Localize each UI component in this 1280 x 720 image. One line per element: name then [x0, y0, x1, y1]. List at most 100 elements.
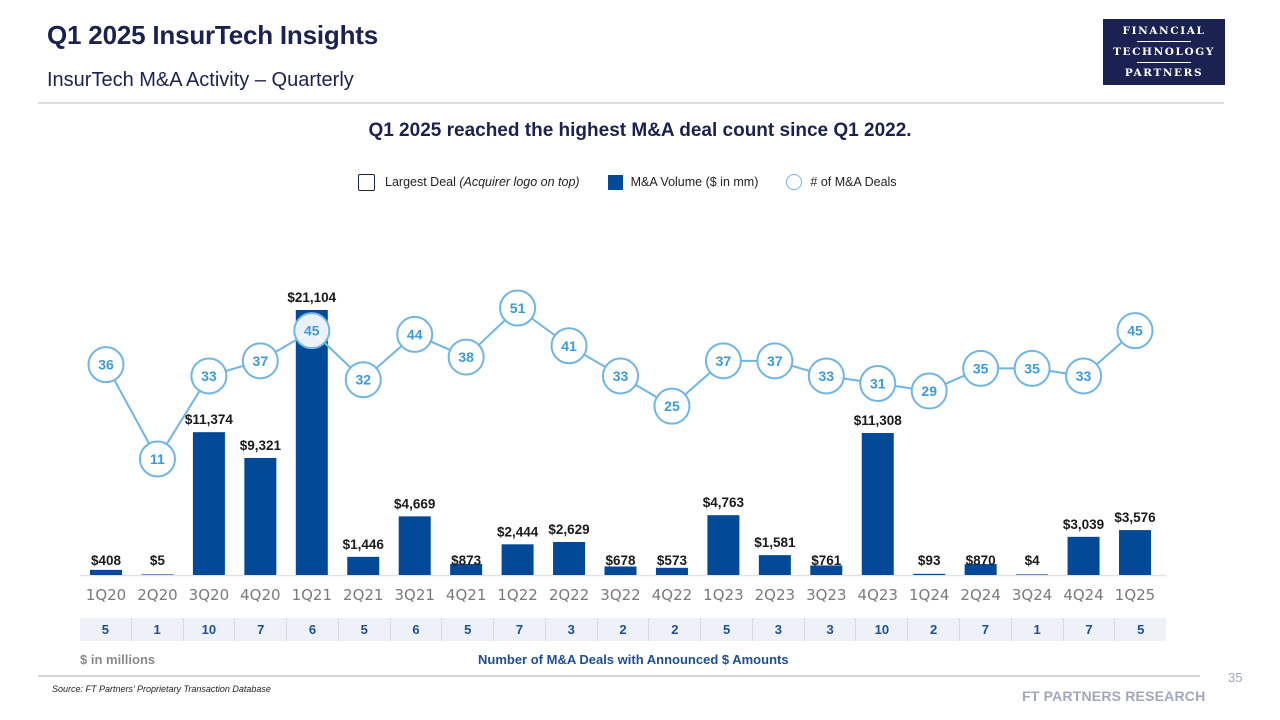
volume-data-label: $873 — [451, 553, 482, 568]
volume-bar — [398, 516, 431, 575]
volume-bar — [347, 556, 380, 575]
volume-data-label: $4,669 — [394, 496, 435, 511]
deal-count-label: 45 — [1127, 323, 1143, 339]
volume-data-label: $761 — [811, 553, 842, 568]
volume-data-label: $2,444 — [497, 524, 539, 539]
volume-data-label: $1,446 — [343, 537, 385, 552]
volume-data-label: $408 — [91, 553, 122, 568]
x-tick-label: 2Q22 — [549, 586, 589, 604]
deal-count-label: 51 — [510, 300, 526, 316]
volume-bar — [295, 310, 328, 575]
page-subtitle: InsurTech M&A Activity – Quarterly — [47, 69, 354, 91]
volume-data-label: $4,763 — [703, 495, 745, 510]
volume-bar — [758, 555, 791, 575]
legend-label: Largest Deal — [385, 175, 456, 189]
deal-count-label: 35 — [973, 360, 989, 376]
announced-deals-cell: 5 — [339, 618, 391, 641]
x-tick-label: 3Q23 — [806, 586, 846, 604]
x-tick-label: 4Q20 — [240, 586, 280, 604]
announced-deals-cell: 5 — [442, 618, 495, 641]
deal-count-label: 25 — [664, 398, 680, 414]
volume-bar — [1016, 574, 1049, 575]
x-tick-label: 2Q24 — [960, 586, 1000, 604]
unit-note: $ in millions — [80, 652, 156, 667]
deal-count-marker — [190, 357, 228, 395]
deal-count-marker — [859, 365, 897, 402]
x-tick-label: 1Q23 — [703, 586, 743, 604]
volume-data-label: $678 — [605, 553, 636, 568]
x-tick-label: 1Q22 — [497, 586, 537, 604]
x-tick-label: 3Q24 — [1012, 586, 1052, 604]
deal-count-label: 35 — [1024, 360, 1040, 376]
deal-count-marker — [293, 312, 331, 350]
deal-count-marker — [550, 327, 588, 365]
announced-deals-cell: 5 — [701, 618, 753, 641]
x-tick-label: 3Q22 — [600, 586, 640, 604]
source-note: Source: FT Partners’ Proprietary Transac… — [52, 684, 271, 694]
legend-item-deal-count: # of M&A Deals — [786, 174, 897, 190]
x-tick-label: 2Q20 — [137, 586, 177, 604]
deal-count-label: 32 — [355, 372, 371, 388]
deal-count-label: 44 — [407, 326, 423, 342]
logo-rule — [1137, 41, 1191, 42]
deal-count-marker — [756, 342, 794, 380]
deal-count-label: 31 — [870, 376, 886, 392]
volume-bar — [964, 564, 997, 575]
announced-deals-cell: 7 — [1064, 618, 1116, 641]
volume-data-label: $2,629 — [548, 522, 589, 537]
announced-deals-cell: 1 — [132, 618, 184, 641]
x-tick-label: 4Q24 — [1063, 586, 1103, 604]
outline-square-icon — [358, 173, 375, 191]
deal-count-label: 45 — [304, 323, 320, 339]
volume-data-label: $11,308 — [854, 413, 903, 428]
deal-count-marker — [396, 315, 434, 353]
volume-bar — [501, 544, 534, 575]
deal-count-label: 37 — [716, 353, 732, 369]
page-title: Q1 2025 InsurTech Insights — [47, 20, 378, 50]
ft-partners-logo: FINANCIAL TECHNOLOGY PARTNERS — [1103, 19, 1225, 85]
deal-count-marker — [910, 372, 948, 410]
legend-item-volume: M&A Volume ($ in mm) — [607, 174, 759, 190]
logo-rule — [1137, 62, 1191, 63]
circle-icon — [786, 174, 803, 190]
announced-deals-cell: 10 — [184, 618, 236, 641]
x-tick-label: 3Q20 — [189, 586, 229, 604]
volume-data-label: $5 — [150, 553, 166, 568]
x-tick-label: 1Q24 — [909, 586, 949, 604]
announced-deals-cell: 7 — [494, 618, 546, 641]
deal-count-marker — [1013, 349, 1051, 387]
deal-count-marker — [241, 342, 279, 380]
volume-bar — [90, 569, 122, 575]
volume-bar — [1119, 530, 1151, 575]
filled-square-icon — [607, 174, 623, 190]
deal-count-marker — [447, 338, 485, 376]
deal-count-label: 33 — [201, 368, 217, 384]
announced-deals-cell: 3 — [546, 618, 598, 641]
header-divider — [38, 102, 1224, 104]
deal-count-marker — [653, 387, 691, 425]
volume-data-label: $11,374 — [185, 412, 234, 427]
logo-line-3: PARTNERS — [1124, 67, 1204, 79]
legend-label: M&A Volume ($ in mm) — [630, 175, 759, 189]
deal-count-label: 33 — [819, 368, 835, 384]
deal-count-marker — [87, 346, 125, 384]
logo-line-1: FINANCIAL — [1122, 25, 1206, 37]
page-number: 35 — [1228, 670, 1243, 685]
announced-deals-row: 5 1 10 7 6 5 6 5 7 3 2 2 5 3 3 10 2 7 1 7 5 — [80, 618, 1166, 641]
announced-deals-cell: 2 — [598, 618, 650, 641]
deal-count-label: 41 — [561, 338, 577, 354]
announced-deals-cell: 6 — [391, 618, 443, 641]
deal-count-label: 37 — [253, 353, 269, 369]
legend-label: # of M&A Deals — [810, 175, 897, 189]
x-tick-label: 3Q21 — [394, 586, 434, 604]
deals-row-caption: Number of M&A Deals with Announced $ Amo… — [478, 652, 789, 667]
announced-deals-cell: 3 — [805, 618, 857, 641]
volume-bar — [1067, 536, 1100, 575]
volume-data-label: $870 — [966, 553, 996, 568]
volume-data-label: $4 — [1025, 553, 1041, 568]
deal-count-label: 29 — [921, 383, 937, 399]
deal-count-marker — [344, 361, 382, 399]
announced-deals-cell: 2 — [908, 618, 961, 641]
announced-deals-cell: 5 — [1137, 622, 1145, 637]
